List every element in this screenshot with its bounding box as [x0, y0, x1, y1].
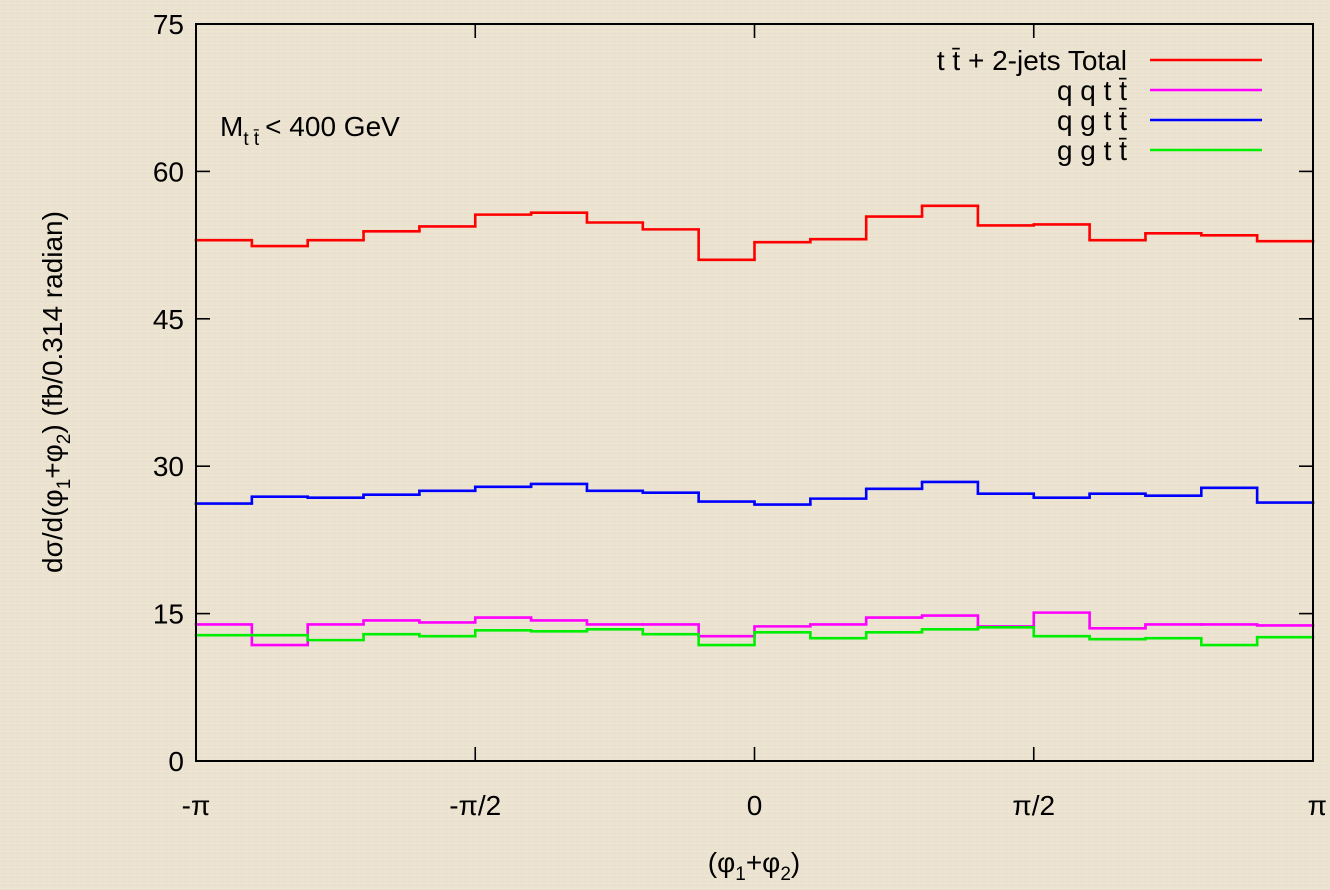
series-layer [194, 204, 1315, 647]
y-axis-title: dσ/d(φ1+φ2) (fb/0.314 radian) [37, 211, 75, 573]
legend-label: q q t t̄ [1057, 75, 1127, 106]
series-2-q-q-t-t [194, 611, 1315, 647]
legend-label: t t̄ + 2-jets Total [937, 45, 1127, 76]
y-tick-label: 0 [168, 746, 184, 777]
series-4-g-g-t-t [194, 626, 1315, 647]
x-tick-label: π/2 [1012, 790, 1055, 821]
mass-cut-annotation: Mt t̄ < 400 GeV [220, 111, 400, 150]
x-tick-label: 0 [747, 790, 763, 821]
y-tick-label: 15 [153, 599, 184, 630]
x-tick-label: -π/2 [449, 790, 501, 821]
legend-label: g g t t̄ [1057, 135, 1127, 166]
legend-label: q g t t̄ [1057, 105, 1127, 136]
y-tick-label: 60 [153, 156, 184, 187]
legend-entry-3: q g t t̄ [1057, 105, 1262, 136]
series-3-q-g-t-t [194, 480, 1315, 506]
series-1-t-t-2-jets-total [194, 204, 1315, 262]
y-tick-label: 75 [153, 9, 184, 40]
y-tick-label: 30 [153, 451, 184, 482]
x-tick-label: π [1308, 790, 1327, 821]
y-tick-label: 45 [153, 304, 184, 335]
legend-entry-1: t t̄ + 2-jets Total [937, 45, 1262, 76]
x-axis-title: (φ1+φ2) [708, 847, 800, 885]
legend-entry-4: g g t t̄ [1057, 135, 1262, 166]
x-tick-label: -π [182, 790, 211, 821]
ticks-layer: 0 15 30 45 60 75 -π -π/2 0 π/2 π [153, 9, 1327, 821]
legend-entry-2: q q t t̄ [1057, 75, 1262, 106]
